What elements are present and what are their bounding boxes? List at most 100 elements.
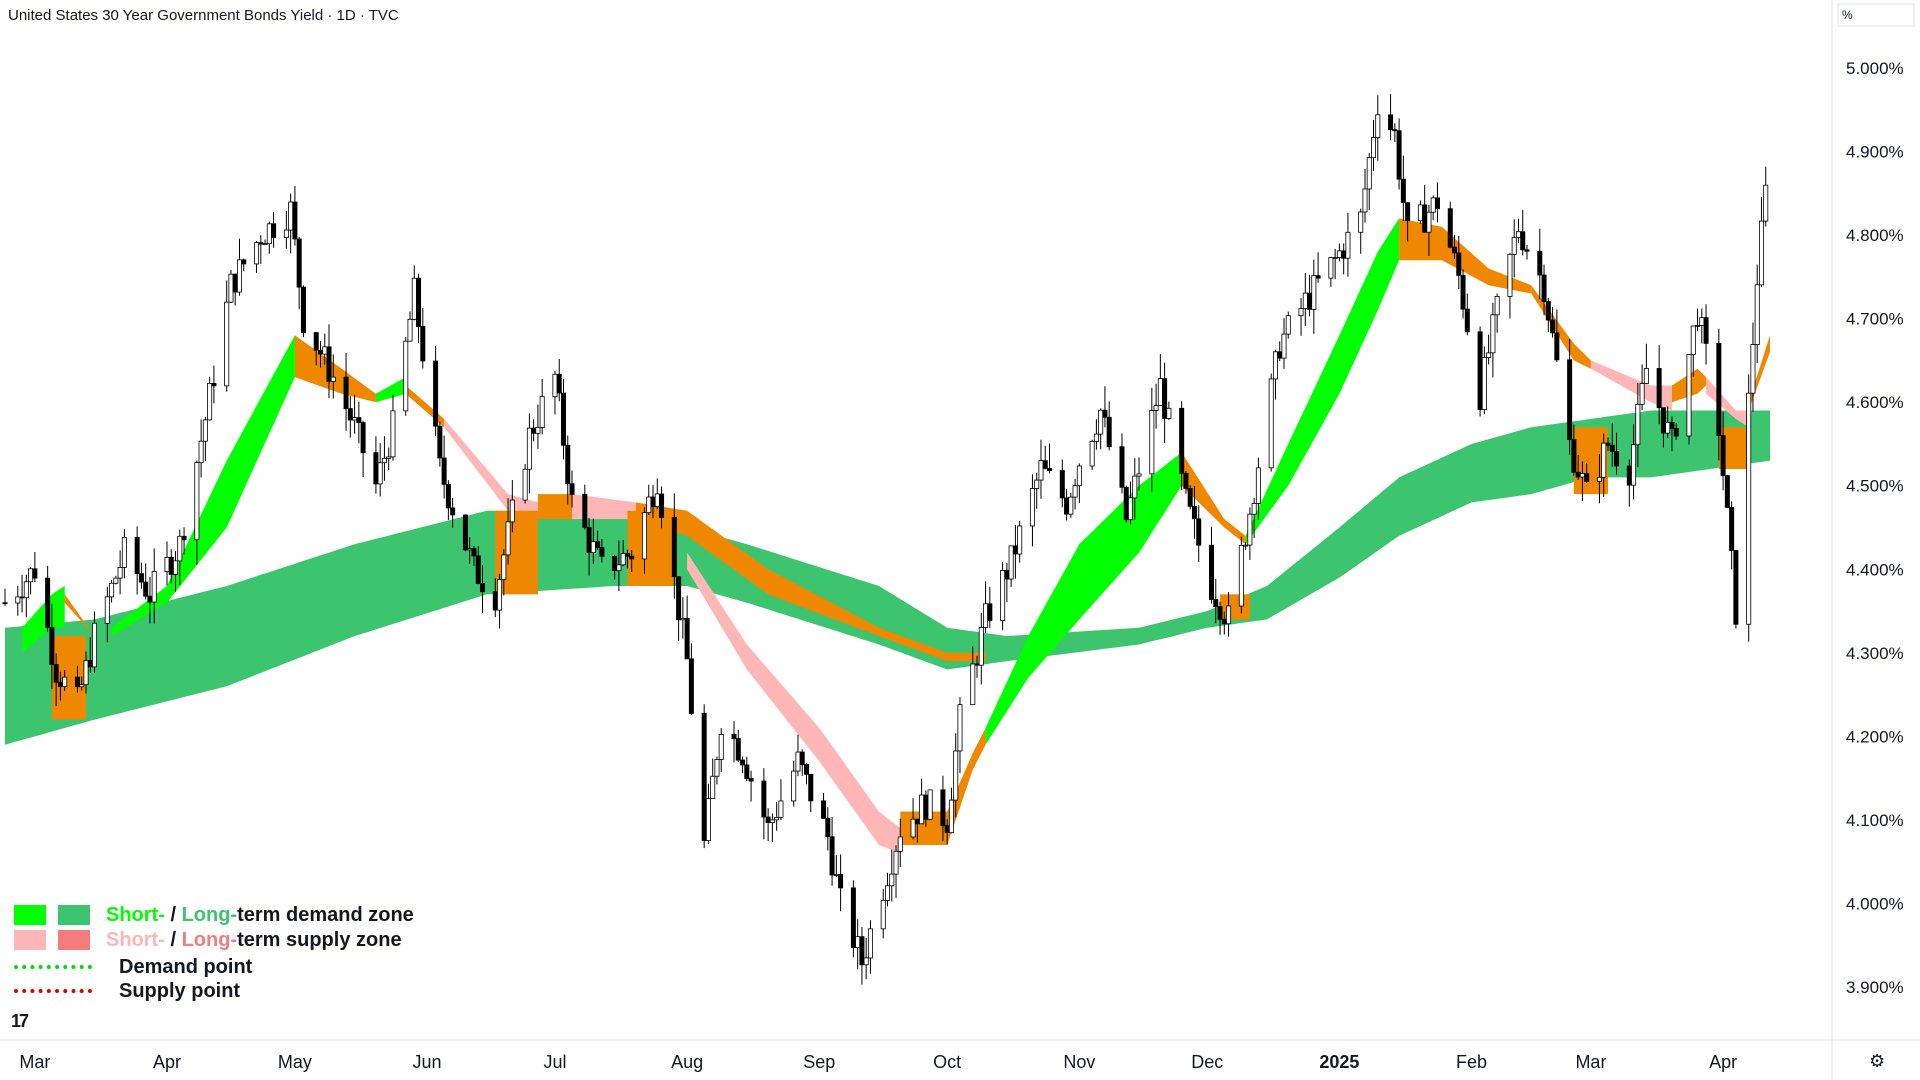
y-axis-unit[interactable]: % [1842,8,1853,22]
candle [1315,252,1321,283]
candle [1311,259,1317,334]
candle [1238,536,1244,614]
candle [479,565,485,614]
candle [377,443,383,497]
candle [2,588,8,606]
candle [595,530,601,550]
candle [1017,520,1023,563]
candle-body [893,850,899,875]
candle [1614,432,1620,475]
candle [381,436,387,481]
candle [207,376,213,421]
candle [791,760,797,807]
candle [53,653,59,707]
candle [795,734,801,777]
candle-body [535,427,541,434]
candle-body [1064,497,1070,515]
x-tick-label: Mar [19,1052,50,1072]
candle [121,529,127,579]
candle [1362,168,1368,223]
candle [1268,373,1274,472]
candle-body [501,554,507,581]
candle-body [79,684,85,688]
candle [522,463,528,504]
candle [266,221,272,254]
candle [347,396,353,438]
legend-text: Demand point [119,955,253,978]
candle-body [582,493,588,528]
candle-body [224,301,230,387]
candle-body [1494,295,1500,316]
short-term-zone [1245,218,1400,545]
candle [143,563,149,600]
candle-body [475,555,481,584]
candle-body [381,457,387,464]
candle [731,721,737,763]
long-term-zone [5,410,1770,745]
candle-body [471,548,477,557]
candle-body [1665,421,1671,434]
candle-body [923,794,929,820]
candle-body [117,567,123,579]
candle [62,670,68,691]
candle-body [283,229,289,238]
candle [927,789,933,820]
candle-body [1639,383,1645,405]
candle-body [880,899,886,930]
candle [983,581,989,634]
candle-body [1690,325,1696,355]
candle-body [974,663,980,666]
candle [194,460,200,565]
candle-body [1332,257,1338,259]
candle [1119,433,1125,494]
candle-body [1430,197,1436,213]
candle-body [914,818,920,825]
candle [445,480,451,521]
candle [1166,401,1172,420]
candle-body [1550,319,1556,334]
candle [352,394,358,434]
gear-icon[interactable]: ⚙ [1869,1051,1886,1071]
tradingview-logo[interactable]: 17 [11,1011,29,1031]
short-term-zone [405,385,445,428]
candle-body [23,581,29,599]
candle-body [978,627,984,666]
candle-body [138,573,144,583]
candle [1601,433,1607,498]
candle [1298,298,1304,336]
candle [919,778,925,825]
candle-body [859,936,865,966]
candle [531,419,537,442]
candle [1008,545,1014,587]
candle-body [1763,184,1769,222]
candle-body [509,499,515,523]
candle-body [1695,325,1701,327]
x-tick-label: Jun [413,1052,442,1072]
x-tick-label: Jul [543,1052,566,1072]
legend-long-label: Long- [181,928,238,951]
candle-body [373,452,379,485]
candle-body [1447,208,1453,248]
candle [889,849,895,902]
candle [1422,185,1428,233]
candle-body [744,764,750,779]
candle-body [1716,343,1722,436]
candle-body [684,617,690,660]
short-demand-swatch [14,905,46,925]
candle [292,186,298,246]
candle [228,269,234,304]
candle-body [1034,479,1040,489]
candle-body [714,759,720,777]
candle-body [450,507,456,516]
candle-body [1656,368,1662,409]
candle [684,595,690,660]
candle-body [838,874,844,889]
legend-short-label: Short- [106,903,165,926]
candle-body [1720,435,1726,477]
candle [1758,197,1764,288]
candle [940,775,946,842]
candle [326,324,332,399]
demand-point-swatch [14,965,92,969]
candle [1720,411,1726,491]
